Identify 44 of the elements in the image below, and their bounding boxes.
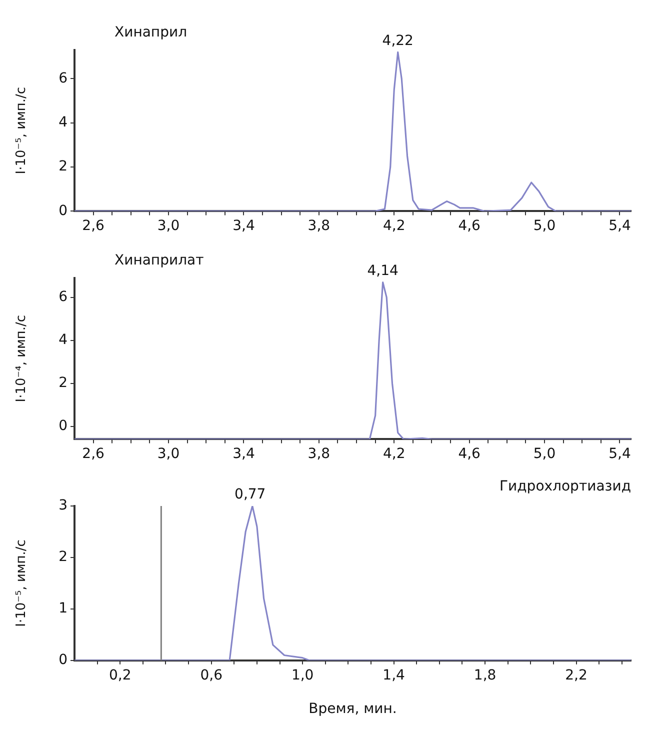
x-tick-label: 1,8 xyxy=(474,667,496,684)
y-tick-label: 2 xyxy=(58,374,68,391)
chart-title: Гидрохлортиазид xyxy=(499,478,631,495)
y-tick-label: 3 xyxy=(58,498,68,514)
x-tick-label: 4,6 xyxy=(458,218,481,234)
chart-title: Хинаприлат xyxy=(114,252,204,269)
x-tick-label: 2,6 xyxy=(82,218,105,234)
x-tick-label: 2,2 xyxy=(565,667,588,684)
x-tick-label: 3,8 xyxy=(308,446,330,462)
x-tick-label: 4,2 xyxy=(382,446,406,462)
y-tick-label: 0 xyxy=(58,418,68,434)
y-tick-label: 4 xyxy=(58,114,68,131)
y-axis-title: I·10⁻⁴, имп./с xyxy=(14,314,30,402)
x-tick-label: 3,8 xyxy=(308,218,330,234)
x-tick-label: 5,0 xyxy=(533,446,556,462)
annotation: 4,14 xyxy=(367,262,399,279)
x-tick-label: 0,6 xyxy=(200,667,223,684)
x-tick-label: 1,4 xyxy=(382,667,406,684)
annotation: 4,22 xyxy=(382,32,414,49)
y-tick-label: 6 xyxy=(58,288,68,305)
x-tick-label: 3,0 xyxy=(157,218,180,234)
y-axis-title: I·10⁻⁵, имп./с xyxy=(14,540,30,627)
x-tick-label: 0,2 xyxy=(108,667,132,684)
chart-title: Хинаприл xyxy=(114,24,188,41)
x-tick-label: 3,4 xyxy=(232,446,255,462)
x-tick-label: 5,4 xyxy=(608,218,631,234)
x-tick-label: 3,4 xyxy=(232,218,255,234)
x-tick-label: 4,6 xyxy=(458,446,481,462)
y-tick-label: 0 xyxy=(58,202,68,219)
y-tick-label: 1 xyxy=(58,600,68,617)
x-axis-title: Время, мин. xyxy=(308,701,397,718)
x-tick-label: 1,0 xyxy=(291,667,314,684)
annotation: 0,77 xyxy=(234,486,266,503)
y-tick-label: 4 xyxy=(58,332,68,348)
x-tick-label: 4,2 xyxy=(382,218,406,234)
x-tick-label: 5,4 xyxy=(608,446,631,462)
y-tick-label: 0 xyxy=(58,652,68,668)
y-tick-label: 2 xyxy=(58,549,68,566)
x-tick-label: 5,0 xyxy=(533,218,556,234)
y-tick-label: 6 xyxy=(58,70,68,86)
y-axis-title: I·10⁻⁵, имп./с xyxy=(14,86,30,174)
x-tick-label: 2,6 xyxy=(82,446,105,462)
x-tick-label: 3,0 xyxy=(157,446,180,462)
y-tick-label: 2 xyxy=(58,158,68,175)
